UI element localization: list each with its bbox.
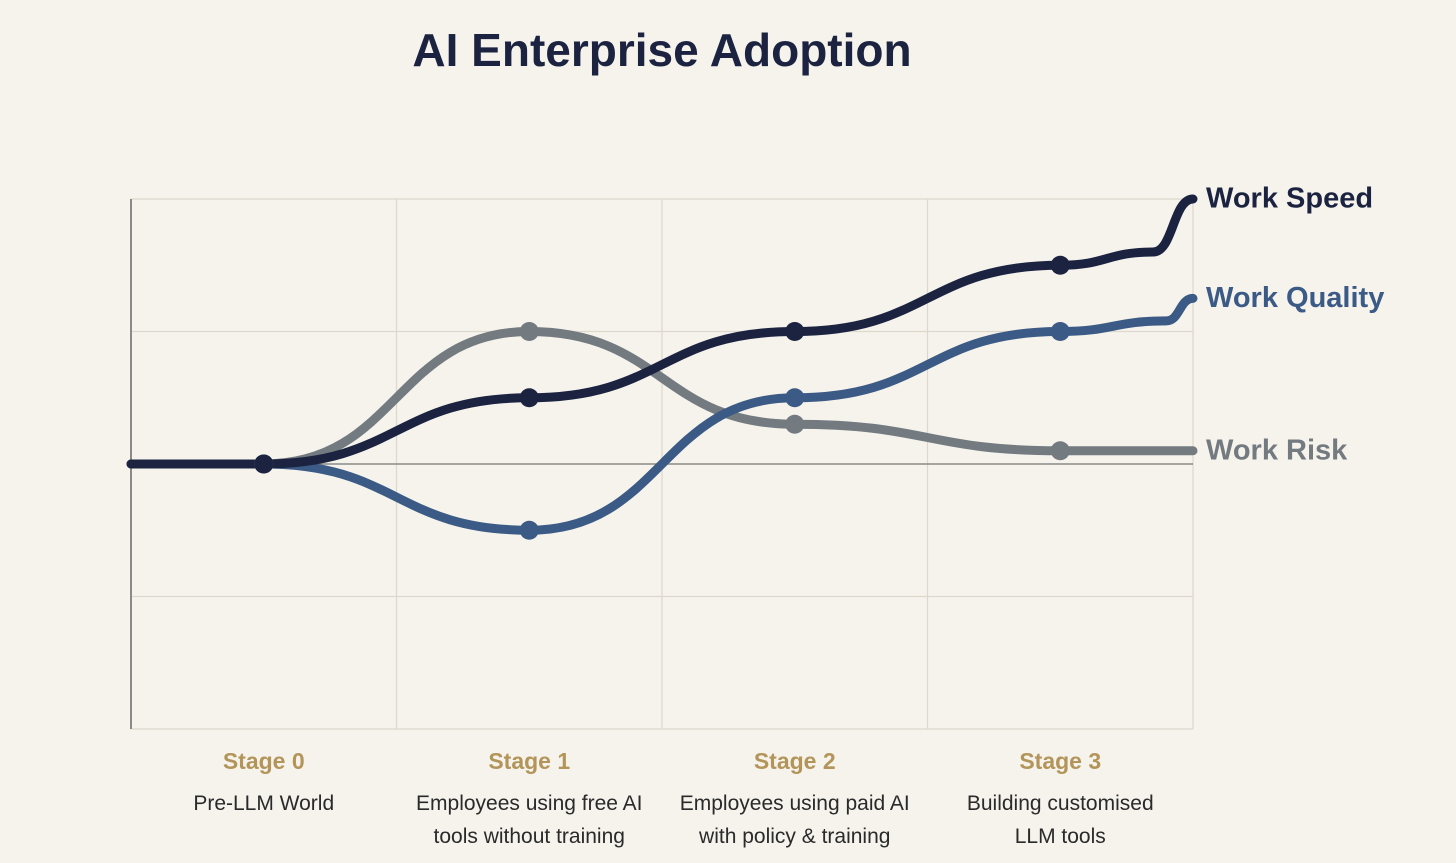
work-speed-label: Work Speed [1206,183,1373,215]
work-speed-point [519,388,539,408]
work-speed-point [254,454,274,474]
stage-1-description: Employees using free AI [416,792,642,815]
work-quality-label: Work Quality [1206,282,1384,314]
stage-1-description: tools without training [434,825,625,848]
chart-title: AI Enterprise Adoption [412,24,911,76]
grid [130,198,1194,730]
work-risk-point [519,322,539,341]
work-quality-point [1050,322,1070,341]
stage-2-name: Stage 2 [754,748,836,774]
work-risk-label: Work Risk [1206,434,1348,466]
stage-2-description: with policy & training [698,825,890,848]
stage-3-description: Building customised [967,792,1154,815]
stage-3-description: LLM tools [1015,825,1106,848]
series-labels: Work Risk Work Quality Work Speed [1206,183,1384,467]
work-speed-point [785,322,805,341]
stage-0-name: Stage 0 [223,748,305,774]
series-markers [254,255,1070,540]
stage-2-description: Employees using paid AI [680,792,910,815]
work-quality-point [519,520,539,540]
stage-labels: Stage 0 Pre-LLM World Stage 1 Employees usi… [193,748,1153,848]
stage-3-name: Stage 3 [1019,748,1101,774]
work-risk-point [1050,441,1070,461]
work-quality-point [785,388,805,408]
work-speed-line [126,194,1198,469]
stage-0-description: Pre-LLM World [193,792,334,815]
work-speed-point [1050,255,1070,275]
stage-1-name: Stage 1 [488,748,570,774]
work-risk-point [785,414,805,434]
